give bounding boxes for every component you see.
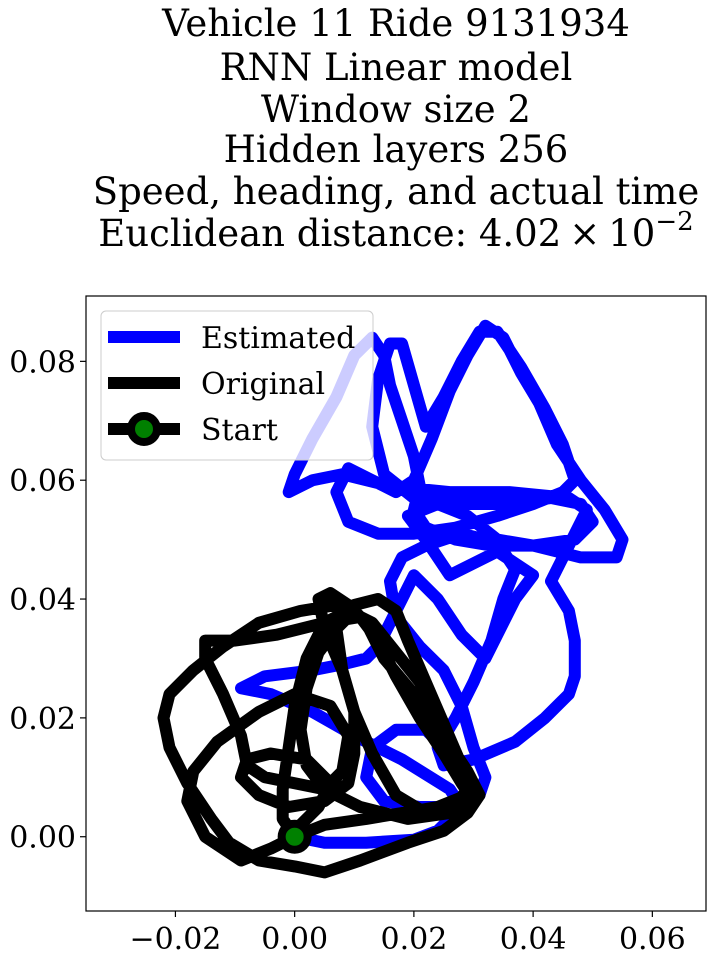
title-line-5: Speed, heading, and actual time [93,170,700,213]
marker-layer [277,819,312,854]
plot-frame [85,295,707,912]
metric-times: × [569,212,600,255]
x-tick-label: 0.00 [261,922,328,957]
x-tick-label: 0.04 [500,922,567,957]
title-line-6-metric: Euclidean distance: 4.02 × 10−2 [98,207,693,255]
legend-swatch-start-marker [127,412,161,446]
y-tick-label: 0.04 [9,583,76,618]
x-tick-label: −0.02 [129,922,221,957]
legend-label-estimated: Estimated [201,321,355,356]
y-tick-label: 0.02 [9,702,76,737]
y-tick-label: 0.08 [9,345,76,380]
plot-content [157,319,629,879]
title-line-3: Window size 2 [261,88,531,131]
metric-exponent: −2 [655,207,693,237]
metric-prefix: Euclidean distance: 4.02 [98,212,561,255]
series-layer [157,319,629,879]
title-line-1: Vehicle 11 Ride 9131934 [161,2,630,45]
x-tick-label: 0.06 [619,922,686,957]
title-line-2: RNN Linear model [220,46,573,89]
legend-label-start: Start [201,413,278,448]
y-tick-label: 0.06 [9,464,76,499]
legend-box [100,310,374,461]
x-axis-ticks: −0.02 0.00 0.02 0.04 0.06 [129,911,686,957]
start-marker [277,819,312,854]
y-axis-ticks: 0.00 0.02 0.04 0.06 0.08 [9,345,86,856]
y-tick-label: 0.00 [9,821,76,856]
series-line-original [157,587,486,879]
legend: Estimated Original Start [100,310,374,461]
title-line-4: Hidden layers 256 [224,128,569,171]
series-line-estimated [235,319,629,849]
x-tick-label: 0.02 [380,922,447,957]
chart-title: Vehicle 11 Ride 9131934 RNN Linear model… [93,2,700,255]
legend-label-original: Original [201,367,325,402]
metric-base: 10 [608,212,655,255]
